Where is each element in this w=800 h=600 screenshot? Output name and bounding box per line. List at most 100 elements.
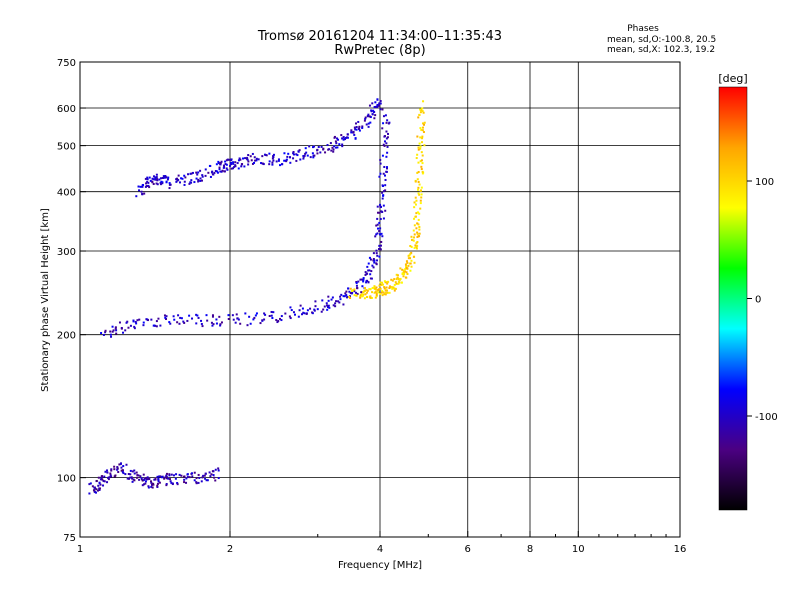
data-point (247, 163, 250, 166)
data-point (362, 277, 365, 280)
colorbar-tick-label: 100 (755, 177, 774, 188)
data-point (292, 157, 295, 160)
data-point (158, 481, 161, 484)
data-point (271, 163, 274, 166)
data-point (345, 294, 348, 297)
data-point (171, 483, 174, 486)
data-point (344, 136, 347, 139)
data-point (380, 291, 383, 294)
data-point (177, 178, 180, 181)
data-point (147, 477, 150, 480)
data-point (212, 474, 215, 477)
x-tick-label: 16 (674, 544, 687, 555)
data-point (159, 324, 162, 327)
data-point (152, 178, 155, 181)
data-point (418, 228, 421, 231)
data-point (399, 267, 402, 270)
data-point (145, 478, 148, 481)
colorbar-tick-label: 0 (755, 295, 761, 306)
data-point (344, 292, 347, 295)
data-point (271, 157, 274, 160)
data-point (182, 320, 185, 323)
data-point (127, 477, 130, 480)
data-point (297, 150, 300, 153)
data-point (368, 269, 371, 272)
data-point (386, 136, 389, 139)
data-point (285, 160, 288, 163)
data-point (372, 266, 375, 269)
data-point (332, 150, 335, 153)
data-point (371, 291, 374, 294)
data-point (365, 281, 368, 284)
data-point (277, 159, 280, 162)
data-point (365, 123, 368, 126)
data-point (168, 321, 171, 324)
data-point (147, 485, 150, 488)
data-point (418, 142, 421, 145)
data-point (91, 485, 94, 488)
data-point (200, 322, 203, 325)
data-point (373, 111, 376, 114)
data-point (403, 273, 406, 276)
data-point (379, 287, 382, 290)
data-point (206, 319, 209, 322)
data-point (419, 199, 422, 202)
data-point (383, 287, 386, 290)
data-point (188, 476, 191, 479)
data-point (367, 269, 370, 272)
data-point (370, 277, 373, 280)
data-point (111, 330, 114, 333)
data-point (176, 321, 179, 324)
data-point (157, 480, 160, 483)
data-point (138, 478, 141, 481)
data-point (109, 472, 112, 475)
data-point (101, 478, 104, 481)
data-point (302, 157, 305, 160)
data-point (412, 229, 415, 232)
data-point (379, 227, 382, 230)
stats-line-o: mean, sd,O:-100.8, 20.5 (607, 35, 716, 45)
data-point (374, 101, 377, 104)
data-point (351, 291, 354, 294)
data-point (376, 259, 379, 262)
data-point (289, 161, 292, 164)
data-point (140, 477, 143, 480)
data-point (156, 178, 159, 181)
data-point (272, 156, 275, 159)
data-point (402, 275, 405, 278)
data-point (168, 187, 171, 190)
data-point (353, 126, 356, 129)
data-point (224, 160, 227, 163)
data-point (335, 146, 338, 149)
data-point (386, 281, 389, 284)
data-point (372, 109, 375, 112)
data-point (378, 175, 381, 178)
data-point (363, 119, 366, 122)
data-point (168, 478, 171, 481)
data-point (165, 472, 168, 475)
data-point (270, 310, 273, 313)
data-point (313, 308, 316, 311)
data-point (146, 180, 149, 183)
data-point (384, 114, 387, 117)
data-point (394, 281, 397, 284)
data-point (356, 292, 359, 295)
data-point (203, 474, 206, 477)
data-point (396, 274, 399, 277)
data-point (122, 331, 125, 334)
data-point (292, 311, 295, 314)
data-point (311, 152, 314, 155)
data-point (353, 288, 356, 291)
data-point (197, 316, 200, 319)
data-point (386, 166, 389, 169)
data-point (197, 481, 200, 484)
data-point (209, 175, 212, 178)
data-point (381, 191, 384, 194)
data-point (367, 122, 370, 125)
data-point (167, 477, 170, 480)
data-point (384, 174, 387, 177)
data-point (381, 283, 384, 286)
data-point (146, 176, 149, 179)
data-point (144, 482, 147, 485)
data-point (133, 327, 136, 330)
